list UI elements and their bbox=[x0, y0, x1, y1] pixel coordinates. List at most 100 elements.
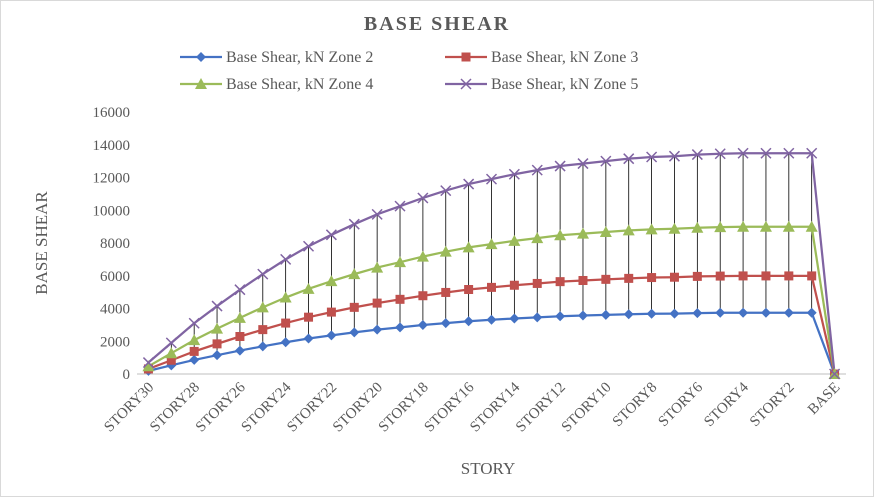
marker bbox=[196, 52, 206, 62]
marker bbox=[188, 317, 200, 329]
y-tick-label: 12000 bbox=[93, 171, 131, 187]
marker bbox=[257, 268, 269, 280]
marker bbox=[348, 268, 361, 280]
marker bbox=[212, 339, 222, 349]
marker bbox=[234, 345, 245, 356]
y-axis-label: BASE SHEAR bbox=[32, 191, 51, 295]
marker bbox=[782, 220, 795, 232]
marker bbox=[279, 291, 292, 303]
marker bbox=[326, 307, 336, 317]
marker bbox=[783, 307, 794, 318]
marker bbox=[348, 218, 360, 230]
marker bbox=[395, 322, 406, 333]
y-tick-label: 8000 bbox=[100, 236, 130, 252]
marker bbox=[212, 350, 223, 361]
marker bbox=[806, 307, 817, 318]
marker bbox=[195, 78, 207, 89]
marker bbox=[165, 347, 178, 359]
marker bbox=[417, 320, 428, 331]
marker bbox=[211, 322, 224, 334]
marker bbox=[487, 282, 496, 292]
marker bbox=[509, 280, 519, 290]
marker bbox=[622, 224, 635, 236]
marker bbox=[189, 354, 200, 365]
marker bbox=[372, 298, 382, 308]
marker bbox=[714, 148, 726, 160]
marker bbox=[531, 232, 544, 244]
marker bbox=[761, 271, 771, 281]
marker bbox=[532, 278, 542, 288]
legend-label: Base Shear, kN Zone 5 bbox=[491, 76, 638, 93]
marker bbox=[738, 271, 748, 281]
marker bbox=[233, 311, 246, 323]
marker bbox=[647, 273, 657, 283]
marker bbox=[417, 192, 429, 204]
marker bbox=[326, 330, 337, 341]
marker bbox=[759, 220, 772, 232]
marker bbox=[303, 333, 314, 344]
marker bbox=[668, 150, 680, 162]
marker bbox=[325, 275, 338, 287]
marker bbox=[508, 168, 520, 180]
marker bbox=[372, 324, 383, 335]
marker bbox=[531, 164, 543, 176]
chart-title: BASE SHEAR bbox=[364, 13, 510, 35]
marker bbox=[485, 238, 498, 250]
y-tick-label: 6000 bbox=[100, 269, 130, 285]
marker bbox=[463, 178, 475, 190]
marker bbox=[371, 261, 384, 273]
marker bbox=[508, 234, 521, 246]
marker bbox=[668, 222, 681, 234]
y-tick-label: 14000 bbox=[93, 138, 131, 154]
marker bbox=[441, 287, 451, 297]
legend-label: Base Shear, kN Zone 4 bbox=[226, 76, 373, 93]
marker bbox=[256, 301, 269, 313]
marker bbox=[395, 294, 405, 304]
x-axis-label: STORY bbox=[461, 459, 516, 478]
marker bbox=[577, 310, 588, 321]
marker bbox=[576, 227, 589, 239]
marker bbox=[691, 221, 704, 233]
marker bbox=[440, 185, 452, 197]
marker bbox=[394, 200, 406, 212]
marker bbox=[646, 151, 658, 163]
marker bbox=[692, 271, 702, 281]
marker bbox=[532, 312, 543, 323]
marker bbox=[669, 272, 679, 282]
marker bbox=[440, 318, 451, 329]
marker bbox=[304, 312, 314, 322]
marker bbox=[280, 337, 291, 348]
marker bbox=[829, 368, 841, 380]
y-tick-label: 2000 bbox=[100, 334, 130, 350]
marker bbox=[760, 147, 772, 159]
marker bbox=[485, 173, 498, 185]
marker bbox=[692, 308, 703, 319]
marker bbox=[554, 160, 566, 172]
marker bbox=[577, 158, 589, 170]
marker bbox=[257, 341, 268, 352]
marker bbox=[258, 325, 268, 335]
marker bbox=[715, 307, 726, 318]
legend-label: Base Shear, kN Zone 2 bbox=[226, 49, 373, 66]
marker bbox=[418, 291, 428, 301]
marker bbox=[509, 313, 520, 324]
marker bbox=[623, 153, 635, 165]
marker bbox=[601, 274, 611, 284]
marker bbox=[737, 147, 749, 159]
marker bbox=[235, 332, 245, 342]
y-tick-label: 10000 bbox=[93, 203, 131, 219]
marker bbox=[691, 149, 703, 161]
y-tick-label: 0 bbox=[123, 367, 131, 383]
marker bbox=[189, 346, 199, 356]
y-tick-label: 16000 bbox=[93, 105, 131, 121]
marker bbox=[464, 285, 474, 295]
marker bbox=[578, 275, 588, 285]
marker bbox=[714, 221, 727, 233]
marker bbox=[600, 155, 612, 167]
marker bbox=[416, 250, 429, 262]
marker bbox=[211, 300, 223, 312]
marker bbox=[784, 271, 794, 281]
marker bbox=[760, 307, 771, 318]
